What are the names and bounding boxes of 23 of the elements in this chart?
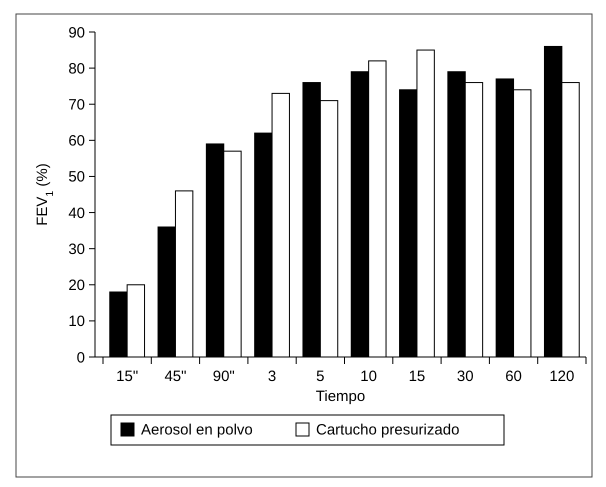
y-tick-label: 30 bbox=[68, 240, 85, 258]
x-tick-label: 45" bbox=[164, 368, 186, 385]
legend-label: Cartucho presurizado bbox=[316, 421, 460, 438]
y-tick-label: 20 bbox=[68, 277, 85, 294]
y-tick-label: 60 bbox=[68, 132, 85, 150]
y-tick-label: 0 bbox=[76, 349, 85, 366]
x-tick-label: 3 bbox=[268, 368, 276, 385]
y-tick-label: 70 bbox=[68, 96, 85, 114]
y-tick-label: 40 bbox=[68, 204, 85, 222]
y-tick-label: 50 bbox=[68, 168, 85, 186]
y-tick-label: 80 bbox=[68, 60, 85, 78]
legend-label: Aerosol en polvo bbox=[141, 421, 253, 438]
x-tick-label: 15 bbox=[408, 368, 426, 385]
x-tick-label: 10 bbox=[360, 368, 377, 385]
x-tick-label: 15" bbox=[116, 368, 138, 385]
x-axis-title: Tiempo bbox=[316, 388, 366, 405]
y-tick-label: 90 bbox=[68, 24, 85, 42]
y-tick-label: 10 bbox=[68, 313, 85, 330]
x-tick-label: 120 bbox=[549, 368, 574, 385]
x-tick-label: 90" bbox=[212, 368, 235, 385]
x-tick-label: 5 bbox=[316, 368, 325, 385]
x-tick-label: 30 bbox=[456, 368, 474, 385]
x-tick-label: 60 bbox=[505, 368, 522, 385]
